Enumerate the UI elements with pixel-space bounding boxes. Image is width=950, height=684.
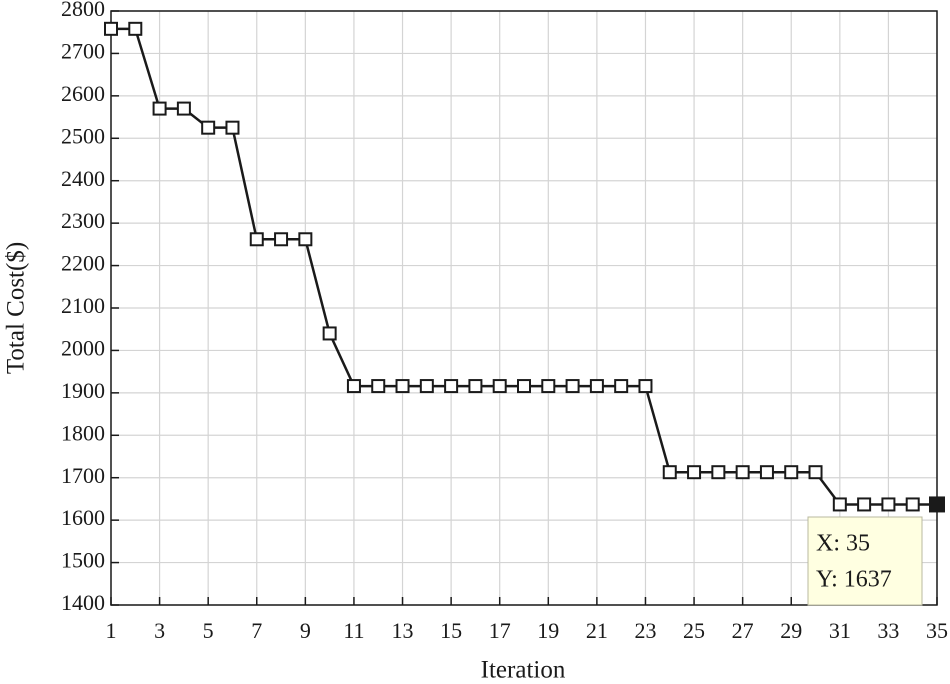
marker xyxy=(371,379,386,394)
x-tick-label: 1 xyxy=(106,618,117,643)
marker xyxy=(541,379,556,394)
grid xyxy=(110,10,938,606)
marker xyxy=(662,465,677,480)
x-tick-label: 27 xyxy=(732,618,754,643)
x-tick-label: 9 xyxy=(300,618,311,643)
y-tick-label: 1800 xyxy=(61,420,105,445)
x-tick-label: 35 xyxy=(926,618,948,643)
marker xyxy=(201,120,216,135)
y-tick-label: 2400 xyxy=(61,166,105,191)
y-tick-label: 2300 xyxy=(61,208,105,233)
y-tick-label: 2800 xyxy=(61,0,105,21)
marker xyxy=(492,379,507,394)
y-tick-label: 2000 xyxy=(61,335,105,360)
y-tick-label: 2700 xyxy=(61,38,105,63)
datatip-text: X: 35 xyxy=(816,531,870,557)
x-tick-label: 17 xyxy=(489,618,511,643)
y-axis-label: Total Cost($) xyxy=(3,242,30,374)
series-line xyxy=(111,27,937,506)
y-tick-label: 2100 xyxy=(61,293,105,318)
marker xyxy=(832,497,847,512)
x-tick-label: 33 xyxy=(877,618,899,643)
x-tick-label: 29 xyxy=(780,618,802,643)
marker xyxy=(419,379,434,394)
marker xyxy=(225,120,240,135)
y-tick-label: 1900 xyxy=(61,378,105,403)
x-tick-label: 7 xyxy=(251,618,262,643)
marker xyxy=(274,232,289,247)
marker xyxy=(711,465,726,480)
marker xyxy=(857,497,872,512)
y-tick-label: 1400 xyxy=(61,590,105,615)
marker xyxy=(517,379,531,394)
plot-frame xyxy=(110,10,938,606)
y-tick-label: 2200 xyxy=(61,251,105,276)
marker xyxy=(444,379,459,394)
x-tick-label: 15 xyxy=(440,618,462,643)
marker xyxy=(905,497,920,512)
y-tick-label: 2600 xyxy=(61,81,105,106)
marker xyxy=(128,21,143,36)
datatip-marker xyxy=(929,496,945,513)
x-axis-label: Iteration xyxy=(481,657,566,684)
datatip-box xyxy=(807,516,923,606)
marker xyxy=(565,379,580,394)
y-tick-label: 1700 xyxy=(61,463,105,488)
y-tick-label: 1600 xyxy=(61,505,105,530)
x-tick-label: 31 xyxy=(829,618,851,643)
y-tick-label: 2500 xyxy=(61,123,105,148)
datatip-text: Y: 1637 xyxy=(816,567,892,593)
x-tick-label: 13 xyxy=(392,618,414,643)
x-tick-label: 5 xyxy=(203,618,214,643)
marker xyxy=(249,232,264,247)
y-tick-label: 1500 xyxy=(61,548,105,573)
marker xyxy=(298,232,313,247)
x-tick-label: 3 xyxy=(154,618,165,643)
marker xyxy=(808,465,823,480)
marker xyxy=(322,326,337,341)
marker xyxy=(176,101,191,116)
marker xyxy=(759,465,774,480)
marker xyxy=(614,379,629,394)
marker xyxy=(589,379,604,394)
marker xyxy=(395,379,410,394)
marker xyxy=(104,21,118,36)
x-tick-label: 25 xyxy=(683,618,705,643)
marker xyxy=(784,465,799,480)
x-tick-label: 21 xyxy=(586,618,608,643)
x-tick-label: 19 xyxy=(537,618,559,643)
marker xyxy=(152,101,167,116)
marker xyxy=(468,379,483,394)
marker xyxy=(687,465,702,480)
marker xyxy=(881,497,896,512)
marker xyxy=(735,465,750,480)
marker xyxy=(638,379,653,394)
marker xyxy=(346,379,361,394)
x-tick-label: 11 xyxy=(343,618,364,643)
x-tick-label: 23 xyxy=(634,618,656,643)
